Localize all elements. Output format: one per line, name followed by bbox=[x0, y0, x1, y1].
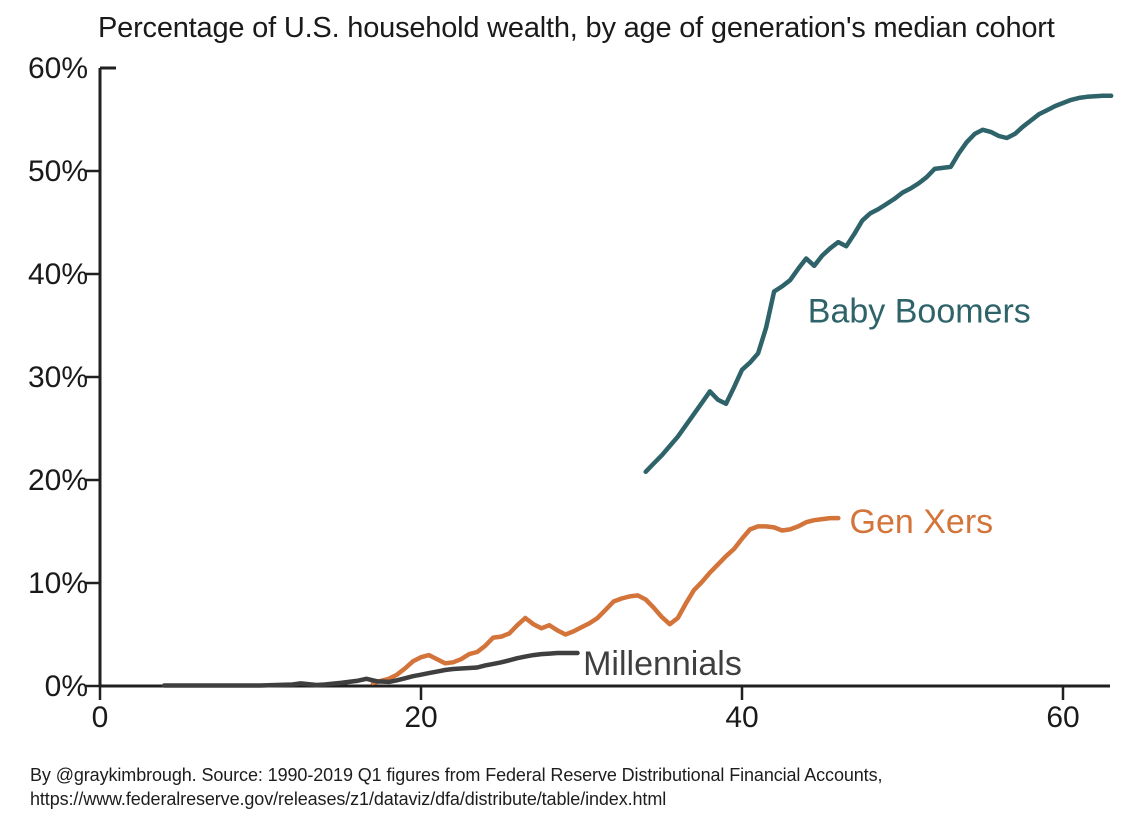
series-labels: Baby Boomers Gen Xers Millennials bbox=[583, 292, 1031, 683]
axes bbox=[86, 66, 1110, 700]
x-tick-label-20: 20 bbox=[404, 701, 437, 734]
y-tick-label-10: 10% bbox=[28, 567, 88, 600]
source-note: By @graykimbrough. Source: 1990-2019 Q1 … bbox=[30, 763, 882, 811]
y-tick-label-30: 30% bbox=[28, 361, 88, 394]
chart-title: Percentage of U.S. household wealth, by … bbox=[98, 12, 1055, 44]
y-tick-label-40: 40% bbox=[28, 258, 88, 291]
line-gen-xers bbox=[370, 515, 841, 686]
label-baby-boomers: Baby Boomers bbox=[808, 292, 1031, 330]
x-tick-label-0: 0 bbox=[92, 701, 109, 734]
label-gen-xers: Gen Xers bbox=[850, 503, 994, 541]
y-tick-label-0: 0% bbox=[45, 670, 88, 703]
source-line-1: By @graykimbrough. Source: 1990-2019 Q1 … bbox=[30, 765, 883, 785]
line-millennials bbox=[161, 650, 580, 688]
y-tick-label-60: 60% bbox=[28, 52, 88, 85]
y-tick-label-20: 20% bbox=[28, 464, 88, 497]
source-line-2: https://www.federalreserve.gov/releases/… bbox=[30, 789, 667, 809]
label-millennials: Millennials bbox=[583, 645, 742, 683]
x-tick-label-60: 60 bbox=[1046, 701, 1079, 734]
line-baby-boomers bbox=[643, 93, 1114, 475]
x-tick-label-40: 40 bbox=[725, 701, 758, 734]
tick-labels: 0% 10% 20% 30% 40% 50% 60% 0 20 40 60 bbox=[28, 52, 1080, 734]
series-lines bbox=[161, 93, 1114, 688]
y-tick-label-50: 50% bbox=[28, 155, 88, 188]
